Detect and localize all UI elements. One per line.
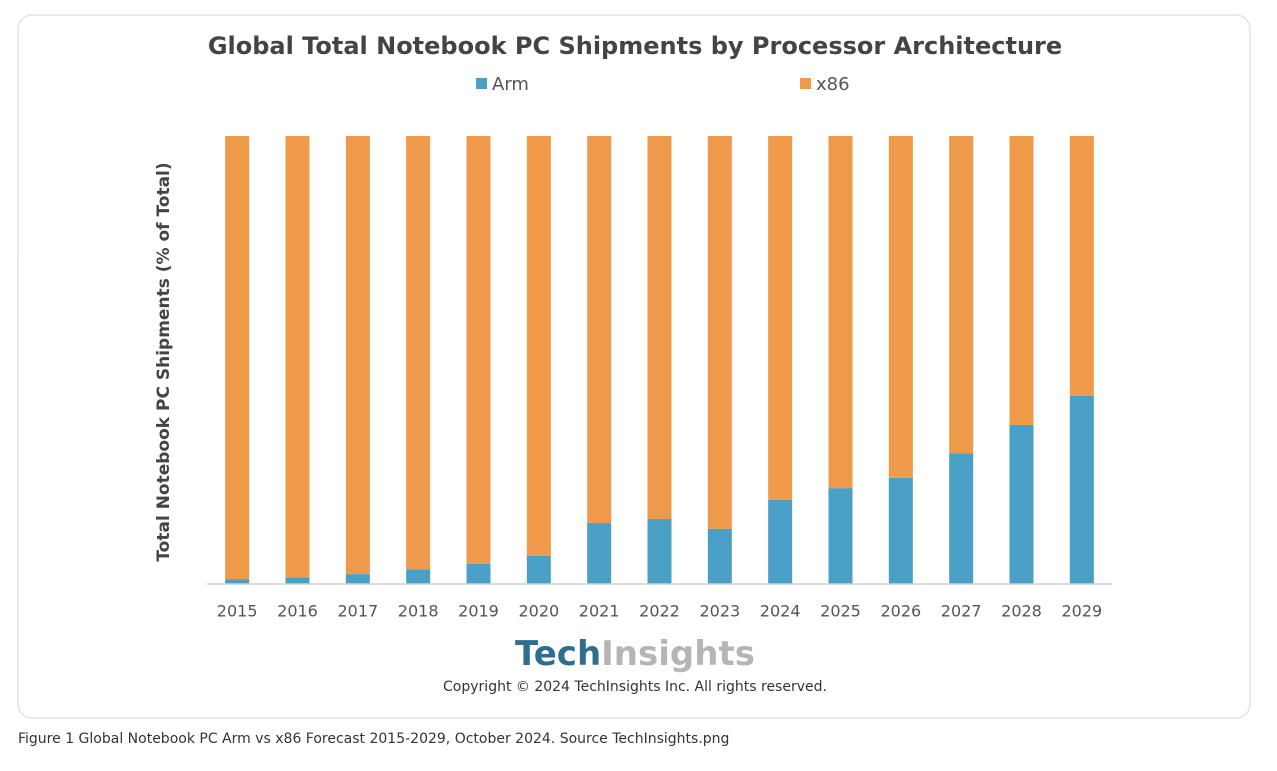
bar-segment [587,136,612,524]
copyright: Copyright © 2024 TechInsights Inc. All r… [443,679,827,695]
bar-segment [1069,136,1094,396]
bar-segment [949,453,974,584]
x-tick-label: 2026 [880,602,921,621]
y-axis-label: Total Notebook PC Shipments (% of Total) [154,162,174,561]
bar-segment [888,477,913,584]
bar-segment [466,563,491,584]
x-tick-label: 2019 [458,602,499,621]
x-tick-label: 2017 [337,602,378,621]
legend-swatch [800,78,811,89]
legend-label: Arm [492,74,529,95]
x-tick-label: 2023 [699,602,740,621]
bar-segment [526,136,551,556]
x-tick-label: 2021 [579,602,620,621]
bar-segment [949,136,974,454]
bar-segment [406,136,431,570]
x-tick-label: 2028 [1001,602,1042,621]
x-tick-label: 2024 [760,602,801,621]
bar-segment [285,577,310,584]
x-tick-label: 2027 [941,602,982,621]
logo-first: Tech [515,634,601,674]
bar-segment [466,136,491,564]
bar-segment [828,488,853,584]
logo-second: Insights [601,634,755,674]
bar-segment [1009,424,1034,584]
bar-segment [647,136,672,520]
bar-segment [406,569,431,584]
x-tick-label: 2018 [398,602,439,621]
bar-segment [587,523,612,584]
chart-title: Global Total Notebook PC Shipments by Pr… [208,32,1062,60]
bar-segment [345,136,370,575]
x-tick-label: 2022 [639,602,680,621]
card [17,14,1251,719]
bar-segment [526,555,551,584]
x-tick-label: 2025 [820,602,861,621]
bar-segment [1009,136,1034,425]
bar-segment [768,499,793,584]
x-tick-label: 2015 [217,602,258,621]
bar-segment [707,136,732,529]
bar-segment [647,519,672,584]
x-tick-label: 2016 [277,602,318,621]
bar-segment [828,136,853,489]
legend-swatch [476,78,487,89]
x-tick-label: 2029 [1061,602,1102,621]
bar-segment [707,528,732,584]
logo: TechInsights [515,634,755,674]
bar-segment [285,136,310,578]
caption: Figure 1 Global Notebook PC Arm vs x86 F… [18,731,729,747]
bar-segment [888,136,913,478]
bar-segment [225,579,250,584]
bar-segment [345,574,370,584]
bar-segment [768,136,793,500]
bar-segment [225,136,250,580]
bar-segment [1069,395,1094,584]
legend-label: x86 [816,74,850,95]
x-tick-label: 2020 [518,602,559,621]
